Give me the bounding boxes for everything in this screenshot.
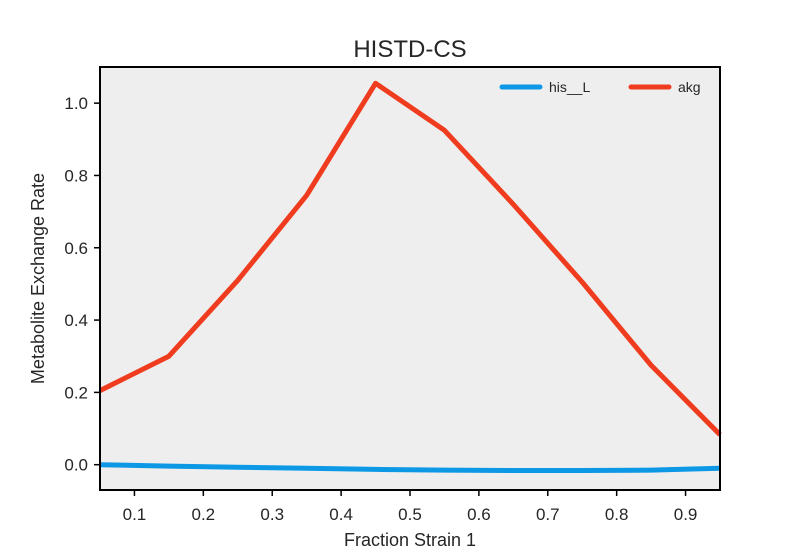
legend-label-akg: akg xyxy=(678,79,701,95)
series-line-his-l xyxy=(99,462,721,473)
x-tick-label: 0.3 xyxy=(260,505,284,524)
x-tick-label: 0.4 xyxy=(329,505,353,524)
y-axis-label: Metabolite Exchange Rate xyxy=(28,173,48,384)
y-tick-label: 1.0 xyxy=(64,94,88,113)
plot-background xyxy=(100,67,720,490)
x-tick-label: 0.9 xyxy=(674,505,698,524)
x-tick-label: 0.1 xyxy=(123,505,147,524)
x-tick-label: 0.8 xyxy=(605,505,629,524)
series-line-akg xyxy=(98,80,722,437)
chart-title: HISTD-CS xyxy=(353,36,466,63)
x-tick-label: 0.6 xyxy=(467,505,491,524)
x-tick-label: 0.5 xyxy=(398,505,422,524)
y-tick-label: 0.2 xyxy=(64,383,88,402)
y-tick-label: 0.0 xyxy=(64,456,88,475)
legend: his__L akg xyxy=(499,79,701,95)
y-tick-label: 0.8 xyxy=(64,166,88,185)
x-tick-label: 0.2 xyxy=(192,505,216,524)
x-tick-label: 0.7 xyxy=(536,505,560,524)
y-tick-label: 0.6 xyxy=(64,239,88,258)
y-tick-label: 0.4 xyxy=(64,311,88,330)
x-axis-label: Fraction Strain 1 xyxy=(344,530,476,550)
legend-label-his-l: his__L xyxy=(549,79,590,95)
